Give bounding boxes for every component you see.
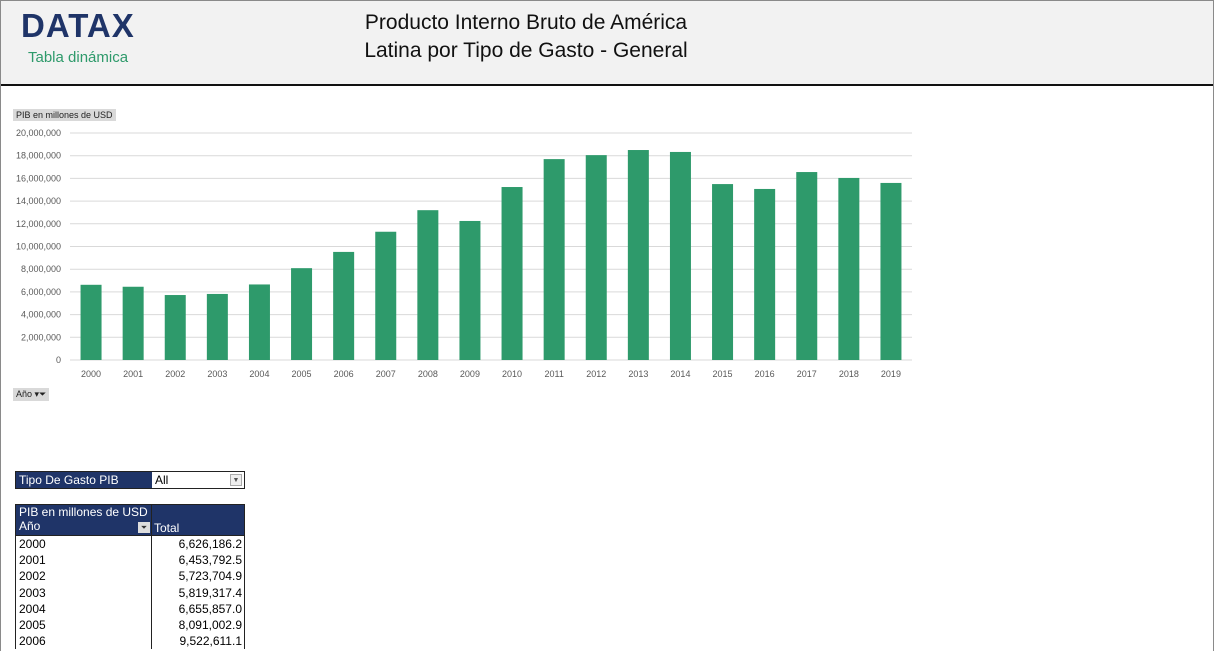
title-line-1: Producto Interno Bruto de América [364, 11, 688, 34]
bar-2018[interactable] [838, 177, 860, 360]
filter-icon: ▾⏷ [34, 389, 47, 399]
y-tick-label: 20,000,000 [16, 128, 61, 138]
bar-2003[interactable] [206, 293, 228, 360]
x-tick-label: 2005 [292, 369, 312, 379]
value-field-button[interactable]: PIB en millones de USD [13, 109, 116, 121]
bar-chart: 0 2,000,000 4,000,000 6,000,000 8,000,000 10,… [16, 128, 912, 379]
pivot-header-col1: PIB en millones de USD Año ⏷ [16, 505, 152, 535]
x-tick-label: 2007 [376, 369, 396, 379]
y-tick-label: 14,000,000 [16, 196, 61, 206]
y-tick-label: 12,000,000 [16, 219, 61, 229]
page-title: Producto Interno Bruto de América Latina… [301, 9, 751, 65]
bar-2014[interactable] [669, 151, 691, 360]
bar-2005[interactable] [291, 268, 313, 360]
x-tick-label: 2009 [460, 369, 480, 379]
y-tick-label: 16,000,000 [16, 173, 61, 183]
table-row: 2006 9,522,611.1 [15, 633, 245, 650]
y-tick-label: 6,000,000 [21, 287, 61, 297]
bar-2011[interactable] [543, 159, 565, 360]
y-tick-label: 8,000,000 [21, 264, 61, 274]
bar-2013[interactable] [627, 150, 649, 360]
x-tick-label: 2008 [418, 369, 438, 379]
axis-field-label: Año [16, 389, 33, 399]
bar-2008[interactable] [417, 210, 439, 360]
bar-2001[interactable] [122, 286, 144, 360]
bar-2015[interactable] [712, 184, 734, 360]
x-tick-label: 2012 [586, 369, 606, 379]
filter-dropdown[interactable]: All ▼ [152, 472, 244, 488]
x-tick-label: 2017 [797, 369, 817, 379]
bar-2012[interactable] [585, 155, 607, 360]
x-tick-label: 2015 [713, 369, 733, 379]
total-cell: 6,453,792.5 [178, 553, 242, 568]
table-row: 2004 6,655,857.0 [15, 600, 245, 617]
filter-button-icon[interactable]: ⏷ [138, 522, 150, 533]
y-tick-label: 2,000,000 [21, 332, 61, 342]
subtitle: Tabla dinámica [28, 49, 129, 66]
x-tick-label: 2018 [839, 369, 859, 379]
bar-2009[interactable] [459, 220, 481, 360]
bar-2007[interactable] [375, 231, 397, 360]
y-tick-label: 4,000,000 [21, 310, 61, 320]
table-row: 2002 5,723,704.9 [15, 568, 245, 585]
x-tick-label: 2010 [502, 369, 522, 379]
report-filter: Tipo De Gasto PIB All ▼ [15, 471, 245, 489]
y-tick-label: 10,000,000 [16, 242, 61, 252]
total-header: Total [154, 521, 180, 535]
year-cell: 2006 [16, 633, 152, 650]
year-cell: 2000 [16, 536, 152, 553]
y-tick-label: 0 [56, 355, 61, 365]
total-cell: 6,626,186.2 [178, 537, 242, 551]
x-tick-label: 2002 [165, 369, 185, 379]
table-row: 2000 6,626,186.2 [15, 536, 245, 553]
total-cell: 8,091,002.9 [178, 617, 242, 632]
x-tick-label: 2001 [123, 369, 143, 379]
bar-2006[interactable] [333, 251, 355, 360]
bar-2002[interactable] [164, 295, 186, 360]
x-tick-label: 2003 [207, 369, 227, 379]
table-row: 2001 6,453,792.5 [15, 552, 245, 569]
x-tick-label: 2013 [628, 369, 648, 379]
x-tick-label: 2014 [670, 369, 690, 379]
x-tick-label: 2000 [81, 369, 101, 379]
year-cell: 2004 [16, 600, 152, 617]
table-row: 2005 8,091,002.9 [15, 616, 245, 634]
filter-value: All [155, 473, 169, 487]
bar-2004[interactable] [248, 284, 270, 360]
logo: DATAX [21, 7, 135, 44]
axis-field-button[interactable]: Año ▾⏷ [13, 388, 50, 401]
bar-2016[interactable] [754, 188, 776, 360]
bar-2010[interactable] [501, 187, 523, 360]
year-cell: 2005 [16, 616, 152, 634]
x-tick-label: 2019 [881, 369, 901, 379]
year-cell: 2002 [16, 568, 152, 585]
total-cell: 9,522,611.1 [179, 634, 242, 649]
year-cell: 2001 [16, 552, 152, 569]
filter-label: Tipo De Gasto PIB [16, 472, 152, 488]
total-cell: 5,723,704.9 [178, 569, 242, 584]
bar-2017[interactable] [796, 172, 818, 360]
x-tick-label: 2016 [755, 369, 775, 379]
pivot-table: PIB en millones de USD Año ⏷ Total 2000 6… [15, 504, 245, 650]
y-tick-label: 18,000,000 [16, 151, 61, 161]
x-tick-label: 2011 [544, 369, 563, 379]
row-label-header: Año [19, 519, 41, 533]
x-tick-label: 2004 [249, 369, 269, 379]
dropdown-arrow-icon[interactable]: ▼ [230, 474, 242, 486]
table-row: 2003 5,819,317.4 [15, 584, 245, 601]
pivot-header: PIB en millones de USD Año ⏷ Total [15, 504, 245, 536]
total-cell: 5,819,317.4 [178, 585, 242, 600]
total-cell: 6,655,857.0 [178, 601, 242, 616]
value-header: PIB en millones de USD [19, 505, 148, 519]
header: DATAX Tabla dinámica Producto Interno Br… [1, 1, 1213, 86]
year-cell: 2003 [16, 584, 152, 601]
title-line-2: Latina por Tipo de Gasto - General [364, 39, 688, 62]
x-tick-label: 2006 [334, 369, 354, 379]
bar-2000[interactable] [80, 284, 102, 360]
bar-2019[interactable] [880, 182, 902, 360]
